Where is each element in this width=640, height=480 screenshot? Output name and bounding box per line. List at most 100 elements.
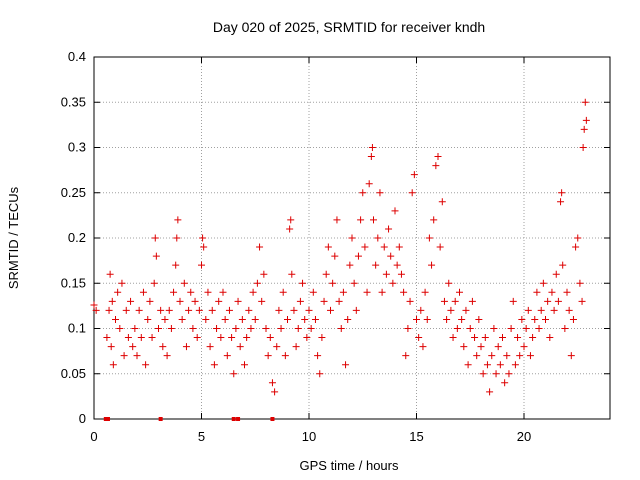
- data-point: [303, 334, 311, 342]
- data-point: [219, 288, 227, 296]
- y-tick-label: 0.1: [68, 321, 86, 336]
- data-point: [178, 315, 186, 323]
- data-point: [563, 288, 571, 296]
- data-point: [320, 297, 328, 305]
- data-point: [322, 270, 330, 278]
- data-point: [380, 243, 388, 251]
- data-point: [90, 301, 98, 309]
- data-point: [438, 198, 446, 206]
- data-point: [208, 306, 216, 314]
- data-point: [215, 297, 223, 305]
- data-point: [533, 288, 541, 296]
- data-point: [522, 325, 530, 332]
- data-point: [382, 270, 390, 278]
- data-point: [352, 306, 360, 314]
- data-point: [471, 334, 479, 342]
- data-point: [185, 306, 193, 314]
- x-axis-label: GPS time / hours: [300, 458, 399, 473]
- data-point: [425, 234, 433, 242]
- data-point: [550, 306, 558, 314]
- data-point: [260, 270, 268, 278]
- data-point: [342, 361, 350, 369]
- data-point: [557, 198, 565, 206]
- data-point: [116, 325, 124, 332]
- data-point: [348, 234, 356, 242]
- data-point: [354, 252, 362, 260]
- data-point: [92, 306, 100, 314]
- data-point: [387, 252, 395, 260]
- data-point: [464, 361, 472, 369]
- data-point: [477, 343, 485, 351]
- data-point: [236, 343, 244, 351]
- data-point: [287, 216, 295, 224]
- data-point: [511, 361, 519, 369]
- data-point: [393, 261, 401, 269]
- data-point: [385, 225, 393, 233]
- data-point: [368, 144, 376, 151]
- data-point: [195, 306, 203, 314]
- data-point: [273, 343, 281, 351]
- data-point: [172, 261, 180, 269]
- data-point: [180, 279, 188, 287]
- data-point: [187, 288, 195, 296]
- data-point: [509, 297, 517, 305]
- data-point: [400, 288, 408, 296]
- data-point: [542, 315, 549, 323]
- data-point: [151, 234, 159, 242]
- data-point: [423, 315, 431, 323]
- data-point: [152, 252, 160, 260]
- data-point: [316, 370, 324, 378]
- zero-value-marker: [231, 417, 236, 421]
- data-point: [569, 315, 577, 323]
- data-point: [299, 279, 307, 287]
- data-point: [376, 189, 384, 197]
- data-point: [122, 306, 130, 314]
- data-point: [139, 288, 147, 296]
- data-point: [167, 325, 175, 332]
- data-point: [475, 315, 483, 323]
- data-point: [256, 243, 264, 251]
- data-point: [492, 370, 500, 378]
- data-point: [232, 325, 240, 332]
- data-point: [296, 297, 304, 305]
- y-tick-label: 0.35: [61, 94, 86, 109]
- data-point: [339, 288, 347, 296]
- data-point: [443, 315, 451, 323]
- data-point: [223, 352, 231, 360]
- data-point: [395, 243, 403, 251]
- data-point: [436, 243, 444, 251]
- data-point: [576, 279, 584, 287]
- x-tick-label: 20: [517, 429, 531, 444]
- data-point: [135, 306, 143, 314]
- data-point: [554, 297, 562, 305]
- data-point: [558, 189, 566, 197]
- data-point: [561, 325, 569, 332]
- data-point: [262, 325, 270, 332]
- data-point: [468, 297, 476, 305]
- data-point: [544, 297, 552, 305]
- data-point: [344, 315, 352, 323]
- data-point: [417, 306, 425, 314]
- zero-value-marker: [103, 417, 108, 421]
- data-point: [451, 297, 459, 305]
- data-point: [440, 297, 448, 305]
- data-point: [112, 315, 119, 323]
- data-point: [367, 153, 375, 161]
- data-point: [301, 315, 309, 323]
- data-point: [309, 288, 317, 296]
- data-point: [579, 144, 587, 151]
- data-point: [266, 334, 274, 342]
- y-tick-label: 0.3: [68, 140, 86, 155]
- data-point: [329, 279, 337, 287]
- zero-value-marker: [236, 417, 241, 421]
- data-point: [238, 315, 246, 323]
- data-point: [462, 306, 470, 314]
- data-point: [408, 189, 416, 197]
- data-point: [447, 306, 455, 314]
- axis-ticks: 0 0.05 0.1 0.15 0.2 0.25 0.3 0.35 0.4 0 5 10 15 20: [61, 49, 610, 444]
- x-tick-label: 0: [90, 429, 97, 444]
- data-point: [243, 334, 251, 342]
- data-point: [337, 325, 345, 332]
- data-point: [241, 361, 248, 369]
- data-point: [335, 297, 343, 305]
